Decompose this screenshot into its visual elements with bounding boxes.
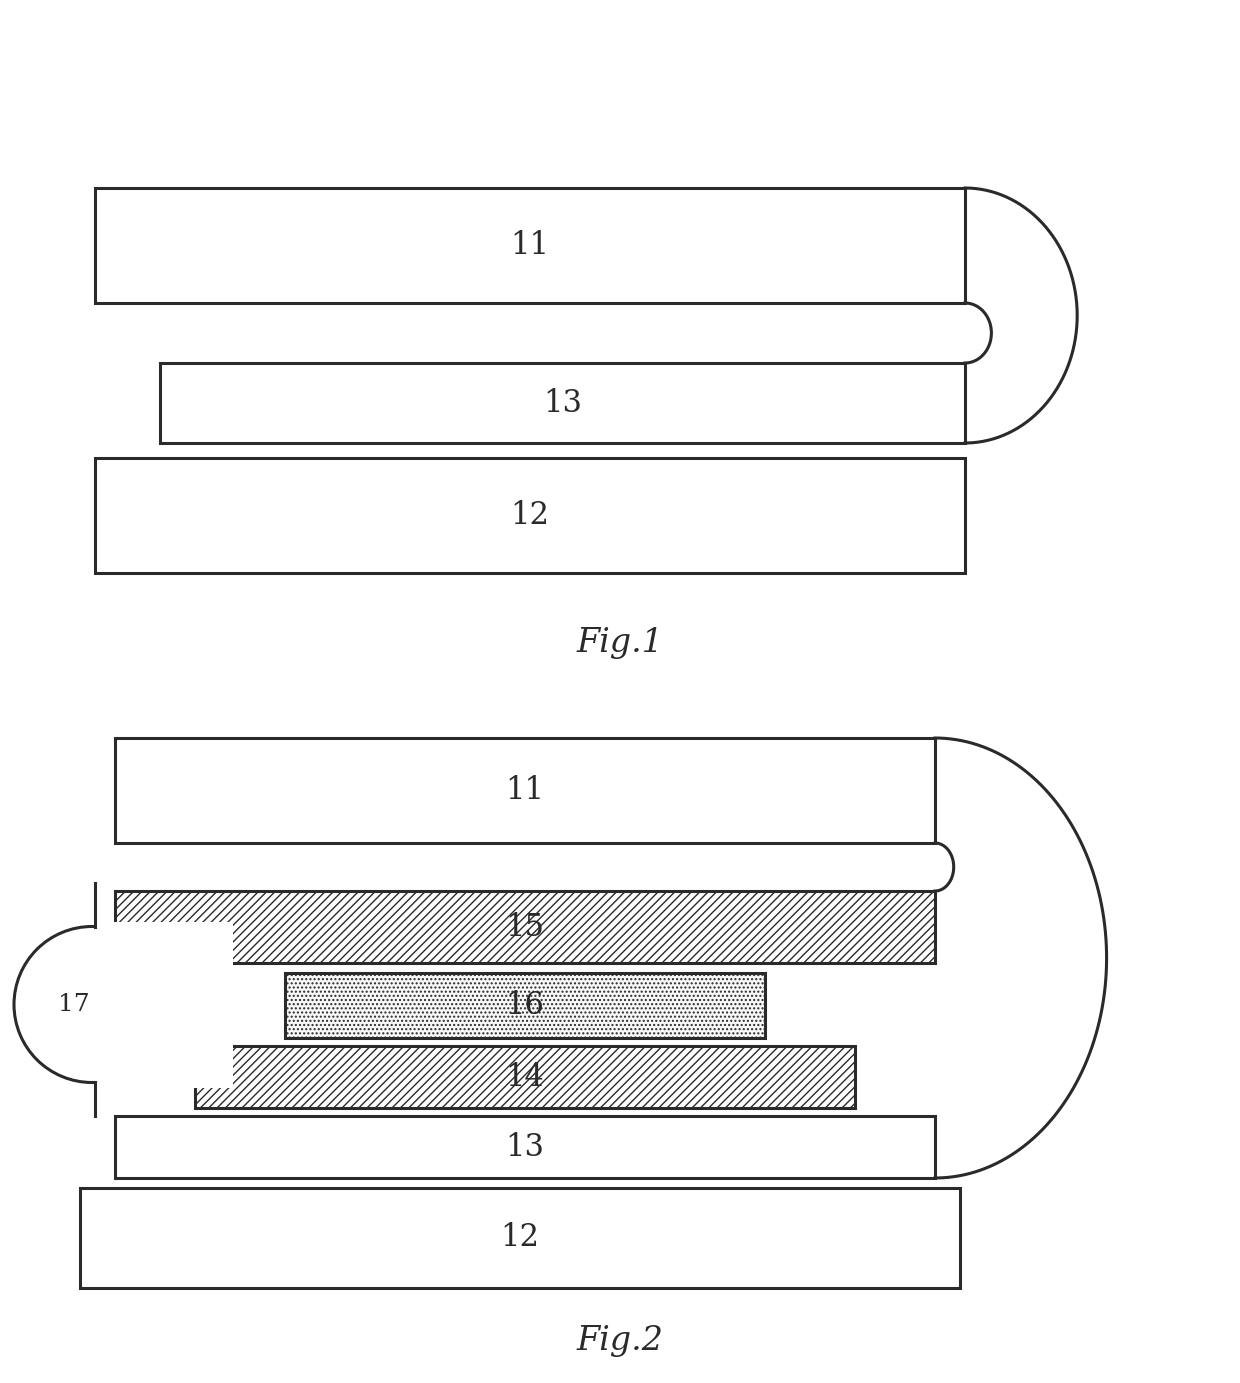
Text: 12: 12	[501, 1223, 539, 1253]
Bar	[285, 974, 765, 1039]
Text: 17: 17	[58, 993, 89, 1017]
Bar	[115, 891, 935, 963]
Text: 11: 11	[511, 230, 549, 261]
Text: 11: 11	[506, 774, 544, 806]
Text: 13: 13	[506, 1131, 544, 1163]
Text: 15: 15	[506, 911, 544, 942]
Text: 14: 14	[506, 1062, 544, 1093]
Bar	[95, 921, 233, 1087]
Bar	[160, 362, 965, 443]
Bar	[95, 188, 965, 303]
Text: 12: 12	[511, 501, 549, 531]
Text: Fig.2: Fig.2	[577, 1325, 663, 1357]
Bar	[95, 458, 965, 573]
Text: Fig.1: Fig.1	[577, 626, 663, 660]
Bar	[115, 739, 935, 844]
Text: 13: 13	[543, 387, 582, 419]
Text: 16: 16	[506, 990, 544, 1021]
Bar	[115, 1116, 935, 1178]
Bar	[81, 1188, 960, 1288]
Circle shape	[14, 927, 170, 1083]
Bar	[195, 1046, 856, 1108]
